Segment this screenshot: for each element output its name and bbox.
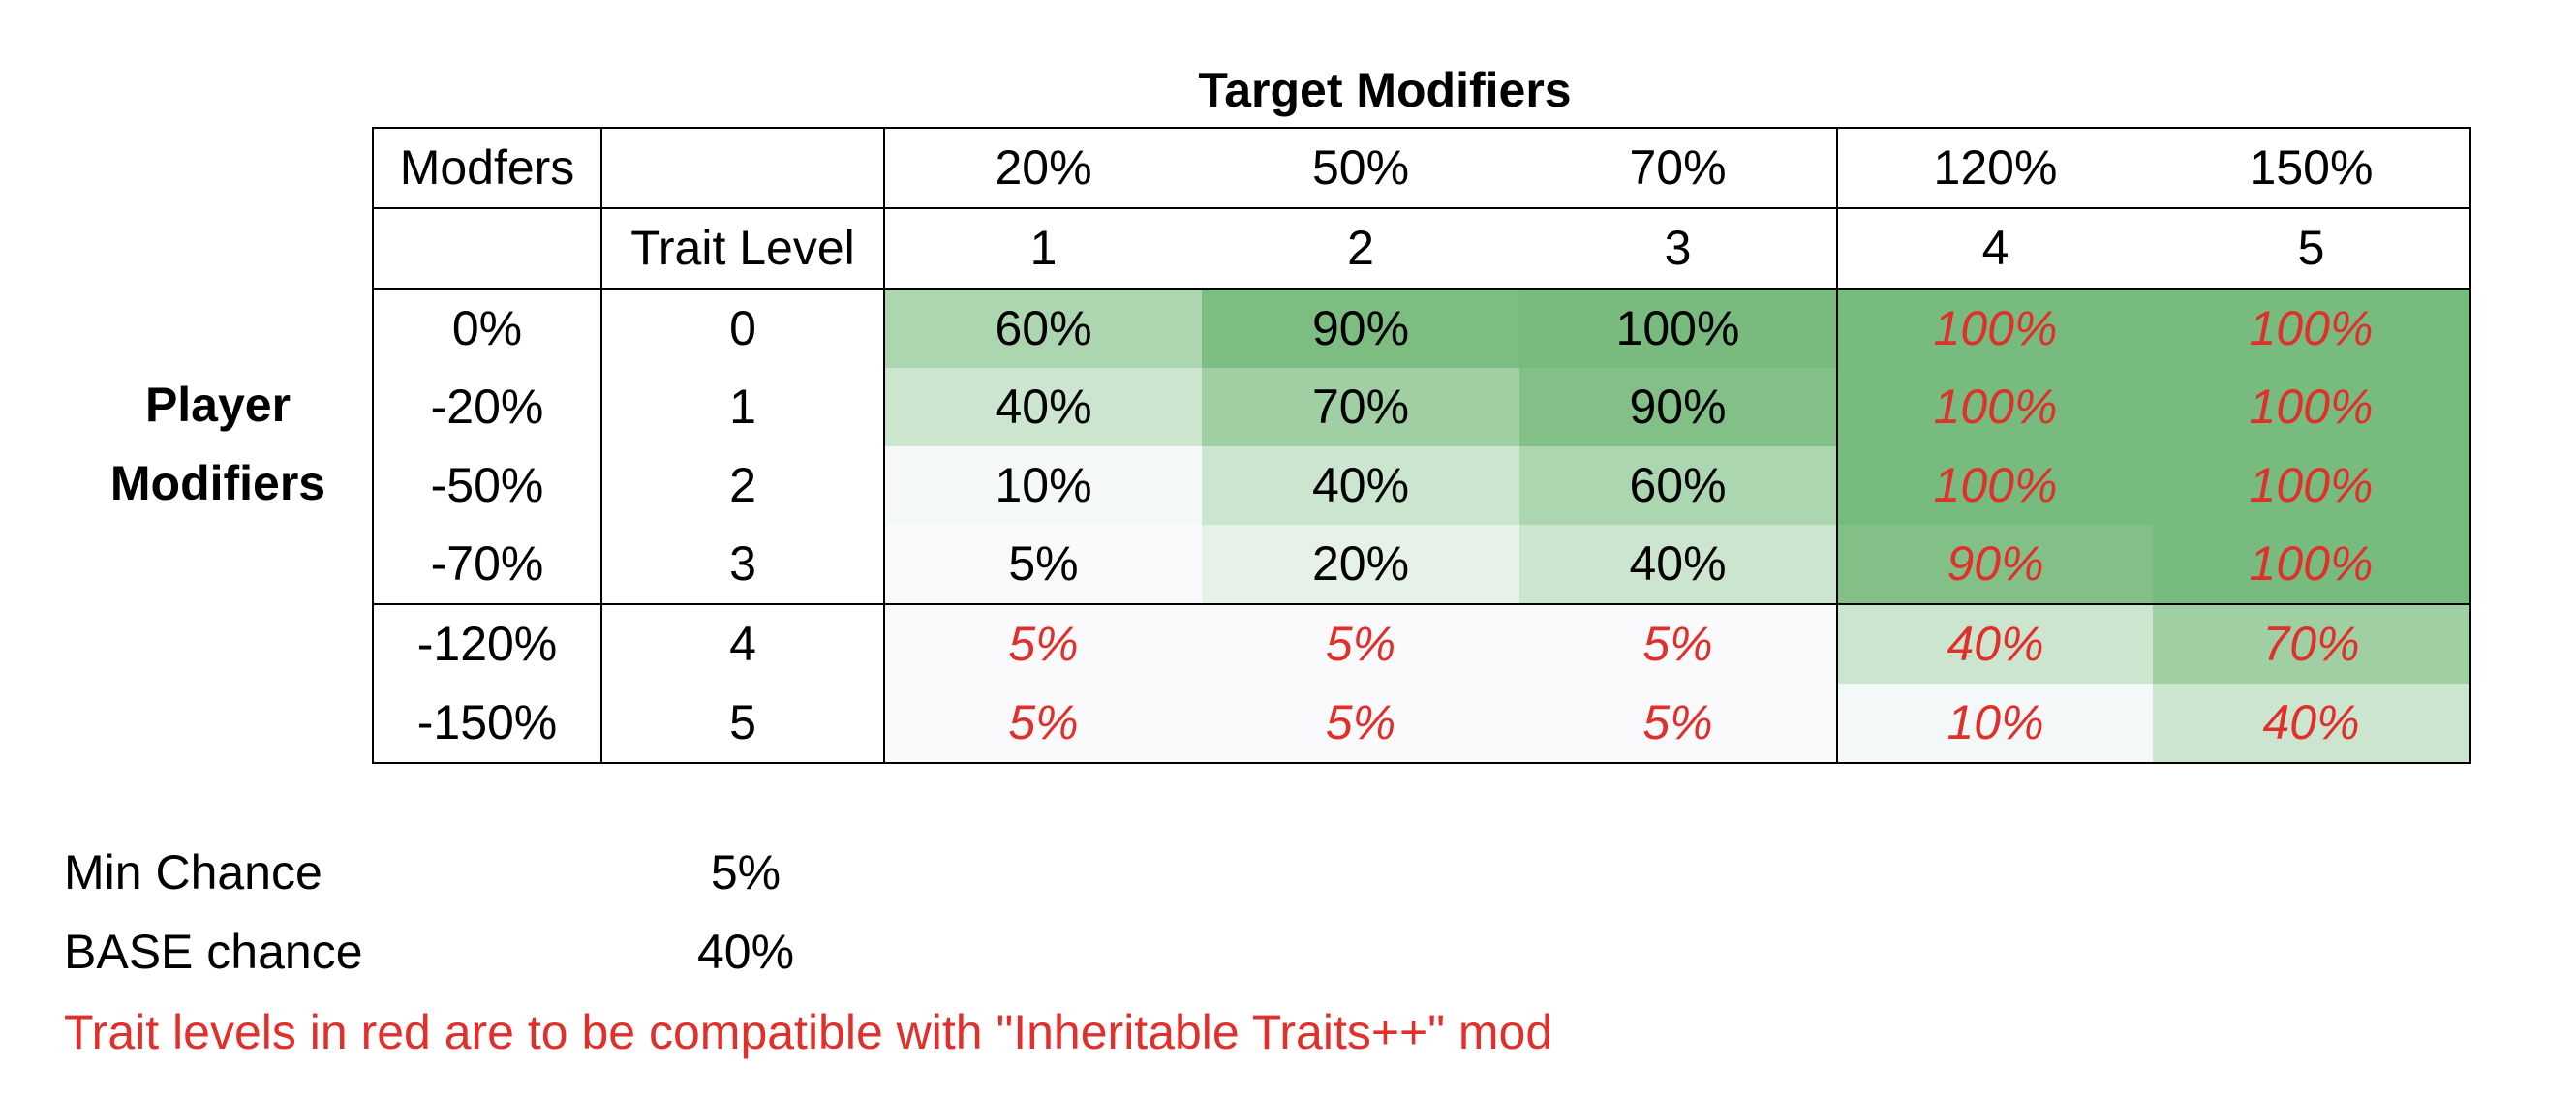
chance-cell: 5% xyxy=(884,684,1202,764)
table-row: 0% 0 60% 90% 100% 100% 100% xyxy=(372,289,2471,368)
chance-cell: 100% xyxy=(2153,525,2471,605)
empty-header-cell xyxy=(601,127,885,209)
chance-cell: 5% xyxy=(1519,604,1838,684)
min-chance-label: Min Chance xyxy=(64,845,322,900)
side-label-line2: Modifiers xyxy=(109,456,326,510)
base-chance-label: BASE chance xyxy=(64,925,363,979)
player-modifier-cell: -120% xyxy=(372,604,602,684)
chance-cell: 40% xyxy=(1519,525,1838,605)
chance-cell: 40% xyxy=(1202,446,1519,525)
chance-cell: 10% xyxy=(1837,684,2153,764)
table-title: Target Modifiers xyxy=(1198,63,1572,117)
player-level-cell: 3 xyxy=(601,525,885,605)
player-modifier-cell: -50% xyxy=(372,446,602,525)
chance-cell: 70% xyxy=(2153,604,2471,684)
trait-level-header-cell: Trait Level xyxy=(601,208,885,290)
target-level-cell: 5 xyxy=(2153,208,2471,290)
base-chance-value: 40% xyxy=(696,925,795,979)
table-row: -150% 5 5% 5% 5% 10% 40% xyxy=(372,684,2471,764)
player-level-cell: 4 xyxy=(601,604,885,684)
player-modifier-cell: -70% xyxy=(372,525,602,605)
player-modifier-cell: 0% xyxy=(372,289,602,368)
chance-cell: 100% xyxy=(1837,368,2153,446)
target-header-cell: 50% xyxy=(1202,127,1519,209)
chance-cell: 100% xyxy=(2153,368,2471,446)
table-row: -70% 3 5% 20% 40% 90% 100% xyxy=(372,525,2471,605)
chance-cell: 40% xyxy=(1837,604,2153,684)
chance-cell: 60% xyxy=(1519,446,1838,525)
table-row: -20% 1 40% 70% 90% 100% 100% xyxy=(372,368,2471,446)
chance-cell: 10% xyxy=(884,446,1202,525)
chance-cell: 90% xyxy=(1837,525,2153,605)
chance-cell: 60% xyxy=(884,289,1202,368)
chance-cell: 5% xyxy=(1202,604,1519,684)
target-header-cell: 120% xyxy=(1837,127,2153,209)
chance-cell: 100% xyxy=(2153,446,2471,525)
table-row: -120% 4 5% 5% 5% 40% 70% xyxy=(372,604,2471,684)
chance-cell: 100% xyxy=(2153,289,2471,368)
target-level-cell: 1 xyxy=(884,208,1202,290)
target-level-cell: 4 xyxy=(1837,208,2153,290)
chance-cell: 90% xyxy=(1202,289,1519,368)
player-modifiers-label: Player Modifiers xyxy=(58,366,378,523)
player-level-cell: 1 xyxy=(601,368,885,446)
chance-cell: 100% xyxy=(1519,289,1838,368)
target-header-cell: 20% xyxy=(884,127,1202,209)
compatibility-note: Trait levels in red are to be compatible… xyxy=(64,1005,1553,1059)
chance-cell: 70% xyxy=(1202,368,1519,446)
side-label-line1: Player xyxy=(144,378,291,432)
target-header-cell: 150% xyxy=(2153,127,2471,209)
chance-cell: 100% xyxy=(1837,289,2153,368)
player-modifier-cell: -20% xyxy=(372,368,602,446)
player-level-cell: 2 xyxy=(601,446,885,525)
chance-cell: 5% xyxy=(884,604,1202,684)
player-modifier-cell: -150% xyxy=(372,684,602,764)
chance-cell: 5% xyxy=(884,525,1202,605)
chance-cell: 20% xyxy=(1202,525,1519,605)
header-row-targets: Modfers 20% 50% 70% 120% 150% xyxy=(372,127,2471,209)
table-row: -50% 2 10% 40% 60% 100% 100% xyxy=(372,446,2471,525)
chance-cell: 100% xyxy=(1837,446,2153,525)
chance-cell: 40% xyxy=(884,368,1202,446)
target-header-cell: 70% xyxy=(1519,127,1838,209)
chance-cell: 5% xyxy=(1519,684,1838,764)
header-row-levels: Trait Level 1 2 3 4 5 xyxy=(372,208,2471,290)
modifiers-header-cell: Modfers xyxy=(372,127,602,209)
target-level-cell: 3 xyxy=(1519,208,1838,290)
chance-cell: 5% xyxy=(1202,684,1519,764)
min-chance-value: 5% xyxy=(710,845,782,900)
modifier-table: Modfers 20% 50% 70% 120% 150% Trait Leve… xyxy=(372,127,2471,764)
chance-cell: 90% xyxy=(1519,368,1838,446)
target-level-cell: 2 xyxy=(1202,208,1519,290)
player-level-cell: 0 xyxy=(601,289,885,368)
player-level-cell: 5 xyxy=(601,684,885,764)
empty-level-cell xyxy=(372,208,602,290)
chance-cell: 40% xyxy=(2153,684,2471,764)
